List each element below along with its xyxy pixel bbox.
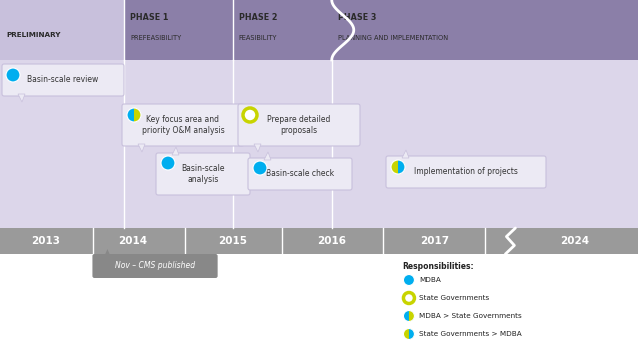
Text: 2017: 2017 [420, 236, 450, 246]
FancyBboxPatch shape [122, 104, 244, 146]
FancyBboxPatch shape [386, 156, 546, 188]
Circle shape [253, 161, 267, 175]
Text: 2014: 2014 [118, 236, 147, 246]
Circle shape [161, 156, 175, 170]
Text: State Governments: State Governments [419, 295, 489, 301]
Text: FEASIBILITY: FEASIBILITY [239, 35, 278, 41]
Bar [332, 0, 638, 60]
Text: Responsibilities:: Responsibilities: [402, 262, 473, 271]
Text: PHASE 1: PHASE 1 [130, 13, 169, 22]
Bar [0, 228, 638, 254]
FancyBboxPatch shape [156, 153, 250, 195]
Bar [0, 60, 638, 228]
Polygon shape [105, 249, 110, 256]
Circle shape [403, 292, 415, 303]
Polygon shape [254, 144, 261, 152]
Text: Key focus area and
priority O&M analysis: Key focus area and priority O&M analysis [142, 115, 225, 135]
Text: PRELIMINARY: PRELIMINARY [6, 32, 61, 38]
Text: 2015: 2015 [218, 236, 247, 246]
Circle shape [403, 310, 415, 321]
Text: MDBA > State Governments: MDBA > State Governments [419, 313, 522, 319]
FancyBboxPatch shape [93, 254, 218, 278]
Bar [502, 228, 519, 254]
Bar [233, 0, 332, 60]
Text: MDBA: MDBA [419, 277, 441, 283]
Polygon shape [172, 147, 179, 155]
Text: 2024: 2024 [560, 236, 589, 246]
Text: PREFEASIBILITY: PREFEASIBILITY [130, 35, 182, 41]
FancyBboxPatch shape [2, 64, 124, 96]
Bar [0, 0, 124, 60]
Circle shape [6, 68, 20, 82]
Text: 2013: 2013 [31, 236, 61, 246]
Text: Basin-scale
analysis: Basin-scale analysis [181, 164, 225, 184]
Text: Nov – CMS published: Nov – CMS published [115, 262, 195, 271]
Circle shape [391, 160, 405, 174]
Wedge shape [409, 328, 415, 339]
Text: 2016: 2016 [317, 236, 346, 246]
Text: PHASE 3: PHASE 3 [338, 13, 376, 22]
Polygon shape [402, 150, 409, 158]
FancyBboxPatch shape [238, 104, 360, 146]
Text: Basin-scale review: Basin-scale review [27, 75, 99, 84]
Circle shape [403, 328, 415, 339]
Text: Implementation of projects: Implementation of projects [414, 167, 518, 176]
Circle shape [127, 108, 141, 122]
Text: PLANNING AND IMPLEMENTATION: PLANNING AND IMPLEMENTATION [338, 35, 448, 41]
Wedge shape [134, 108, 141, 122]
Polygon shape [138, 144, 145, 152]
Polygon shape [18, 94, 25, 102]
Text: Prepare detailed
proposals: Prepare detailed proposals [267, 115, 330, 135]
FancyBboxPatch shape [248, 158, 352, 190]
Wedge shape [409, 310, 415, 321]
Text: Basin-scale check: Basin-scale check [266, 170, 334, 179]
Bar [124, 0, 233, 60]
Circle shape [243, 108, 257, 122]
Text: State Governments > MDBA: State Governments > MDBA [419, 331, 522, 337]
Text: PHASE 2: PHASE 2 [239, 13, 278, 22]
Circle shape [403, 274, 415, 285]
Polygon shape [264, 152, 271, 160]
Wedge shape [398, 160, 405, 174]
